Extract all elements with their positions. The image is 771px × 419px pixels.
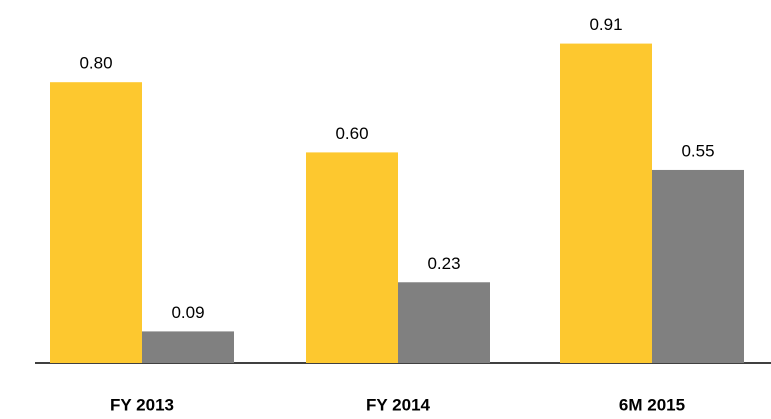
category-label: 6M 2015: [619, 395, 685, 414]
category-label: FY 2014: [366, 395, 431, 414]
value-label: 0.55: [681, 141, 714, 160]
value-label: 0.91: [589, 15, 622, 34]
bar: [306, 152, 398, 363]
category-label: FY 2013: [110, 395, 174, 414]
bar: [398, 282, 490, 363]
value-label: 0.23: [427, 254, 460, 273]
value-label: 0.80: [79, 54, 112, 73]
value-label: 0.09: [171, 303, 204, 322]
bar: [652, 169, 744, 363]
bar: [560, 43, 652, 364]
bar: [142, 331, 234, 363]
bar: [50, 82, 142, 363]
value-label: 0.60: [335, 124, 368, 143]
